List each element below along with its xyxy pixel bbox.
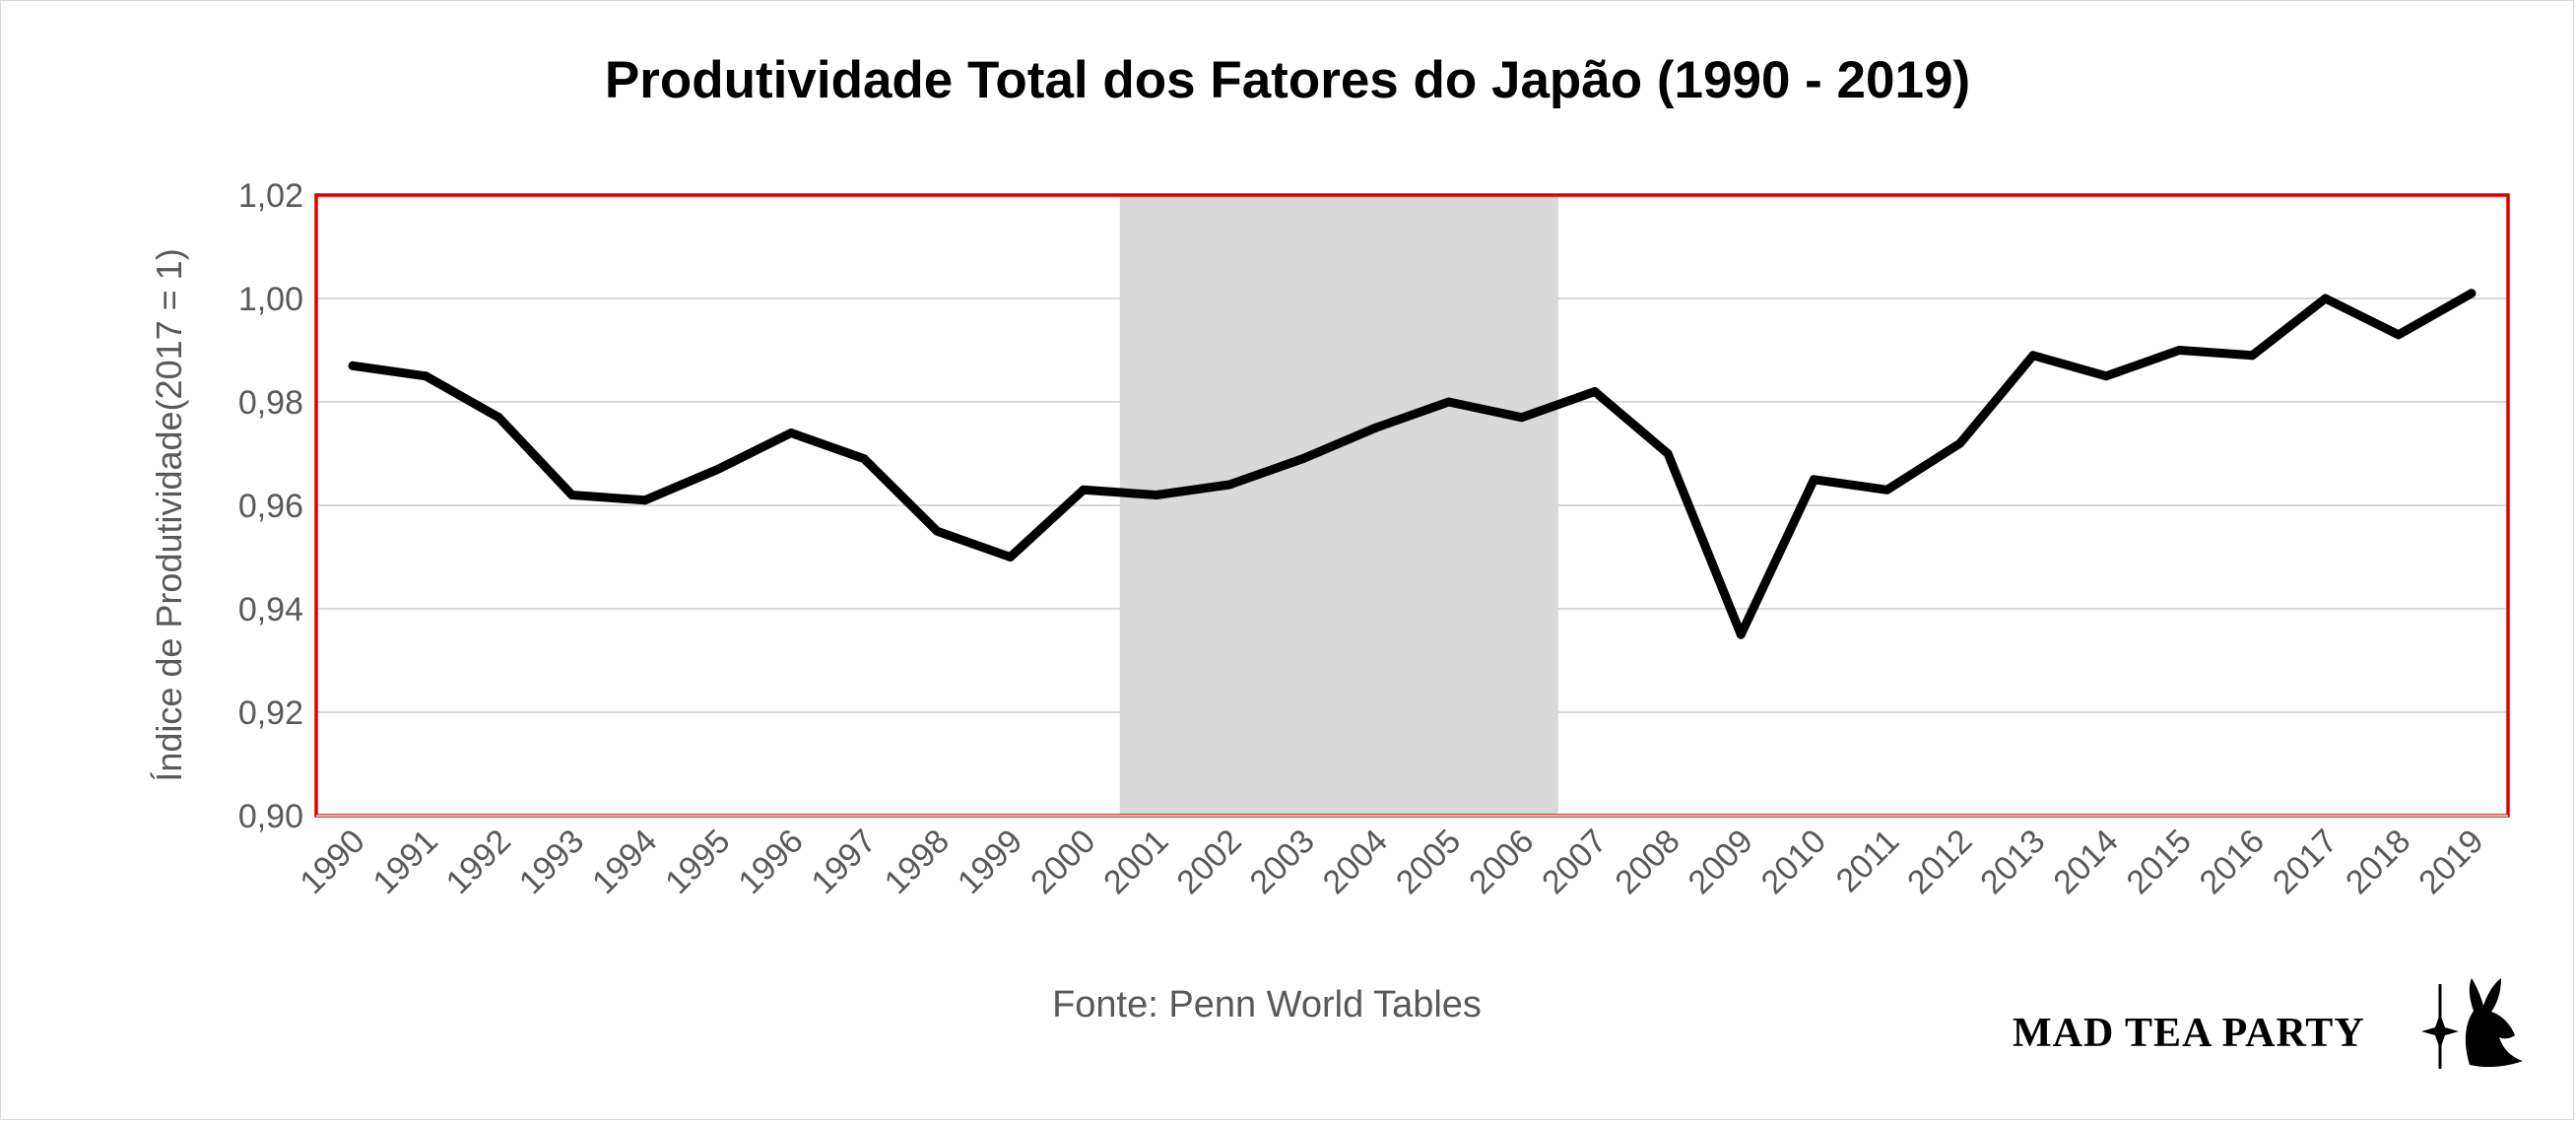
y-tick-label: 0,94 (238, 591, 303, 628)
data-point-2000 (1079, 485, 1089, 495)
data-point-2010 (1809, 475, 1818, 485)
brand-logo: MAD TEA PARTY (2013, 978, 2523, 1069)
x-tick-label: 2006 (1462, 823, 1541, 901)
x-tick-label: 2017 (2266, 823, 2345, 901)
x-tick-label: 2008 (1608, 823, 1686, 901)
data-point-1995 (713, 464, 723, 474)
series-line-0 (348, 289, 2477, 639)
x-tick-label: 2013 (1973, 823, 2052, 901)
data-point-2011 (1882, 485, 1892, 495)
y-tick-label: 0,96 (238, 488, 303, 525)
x-tick-label: 1999 (951, 823, 1029, 901)
x-tick-label: 2015 (2120, 823, 2199, 901)
x-tick-label: 2014 (2046, 823, 2125, 901)
y-tick-label: 1,00 (238, 281, 303, 318)
x-tick-label: 1996 (731, 823, 810, 901)
x-tick-label: 2019 (2411, 823, 2490, 901)
x-tick-label: 2011 (1829, 823, 1907, 900)
data-point-2012 (1955, 438, 1965, 448)
data-point-2013 (2028, 351, 2038, 361)
x-tick-label: 1992 (439, 823, 518, 901)
data-point-1990 (348, 361, 358, 370)
data-point-1994 (640, 495, 650, 505)
source-note: Fonte: Penn World Tables (1052, 984, 1482, 1025)
x-tick-label: 2001 (1096, 823, 1175, 901)
chart-title: Produtividade Total dos Fatores do Japão… (605, 51, 1970, 109)
data-point-1991 (421, 371, 430, 381)
data-point-1992 (494, 413, 503, 423)
x-tick-label: 2010 (1754, 823, 1833, 901)
y-tick-label: 1,02 (238, 177, 303, 215)
data-point-2019 (2467, 289, 2477, 298)
data-point-2006 (1517, 413, 1527, 423)
data-point-1999 (1006, 553, 1016, 561)
x-tick-label: 1991 (366, 823, 445, 901)
data-point-2018 (2394, 330, 2404, 340)
x-tick-label: 2012 (1900, 823, 1979, 901)
data-point-2015 (2174, 346, 2184, 355)
x-tick-label: 2003 (1243, 823, 1322, 901)
data-point-2005 (1444, 397, 1454, 407)
data-point-2007 (1590, 387, 1600, 396)
y-tick-label: 0,98 (238, 384, 303, 422)
data-point-2003 (1297, 454, 1307, 464)
x-tick-label: 1995 (658, 823, 737, 901)
y-tick-label: 0,92 (238, 694, 303, 732)
x-tick-label: 1998 (878, 823, 957, 901)
data-point-1997 (859, 454, 869, 464)
x-tick-label: 2007 (1535, 823, 1614, 901)
x-tick-label: 2000 (1024, 823, 1102, 901)
x-tick-label: 2016 (2193, 823, 2272, 901)
data-point-2002 (1224, 480, 1234, 490)
y-axis-label: Índice de Produtividade(2017 = 1) (149, 248, 189, 781)
data-point-2008 (1663, 449, 1673, 458)
x-tick-label: 1990 (293, 823, 371, 901)
data-point-2004 (1370, 423, 1380, 432)
brand-name: MAD TEA PARTY (2013, 1011, 2365, 1056)
x-tick-label: 1997 (805, 823, 884, 901)
rabbit-silhouette-icon (2465, 978, 2523, 1068)
data-point-2016 (2247, 351, 2257, 361)
y-tick-label: 0,90 (238, 798, 303, 835)
x-tick-label: 2005 (1389, 823, 1468, 901)
x-tick-label: 2002 (1169, 823, 1248, 901)
x-tick-label: 1994 (585, 823, 664, 901)
star-icon (2421, 1014, 2459, 1049)
data-point-1993 (567, 491, 577, 499)
x-tick-label: 2004 (1316, 823, 1395, 901)
data-point-2009 (1736, 629, 1746, 639)
data-point-2017 (2321, 294, 2331, 303)
x-tick-label: 2009 (1682, 823, 1760, 901)
data-point-2001 (1152, 491, 1161, 499)
data-point-1998 (932, 526, 942, 536)
x-tick-label: 2018 (2339, 823, 2417, 901)
data-point-1996 (786, 429, 796, 437)
data-point-2014 (2101, 371, 2111, 381)
x-tick-label: 1993 (512, 823, 591, 901)
